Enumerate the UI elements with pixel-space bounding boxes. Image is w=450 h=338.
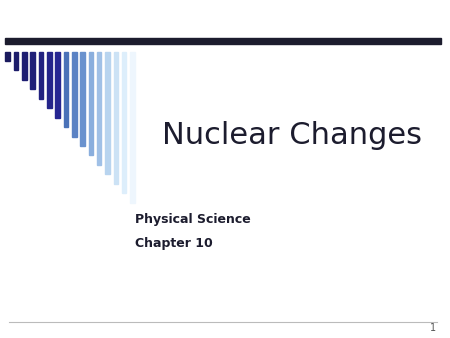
Bar bbox=[89, 52, 93, 155]
Bar bbox=[5, 52, 10, 61]
Bar bbox=[122, 52, 126, 193]
Bar bbox=[55, 52, 60, 118]
Bar bbox=[72, 52, 76, 137]
Bar bbox=[64, 52, 68, 127]
Bar bbox=[105, 52, 110, 174]
Bar bbox=[22, 52, 27, 80]
Bar bbox=[14, 52, 18, 70]
Bar bbox=[81, 52, 85, 146]
Text: 1: 1 bbox=[430, 323, 436, 333]
Bar bbox=[47, 52, 51, 108]
Bar bbox=[4, 38, 441, 44]
Bar bbox=[130, 52, 135, 203]
Text: Chapter 10: Chapter 10 bbox=[135, 237, 213, 250]
Text: Physical Science: Physical Science bbox=[135, 213, 251, 226]
Bar bbox=[113, 52, 118, 184]
Bar bbox=[30, 52, 35, 89]
Bar bbox=[97, 52, 101, 165]
Text: Nuclear Changes: Nuclear Changes bbox=[162, 121, 422, 150]
Bar bbox=[39, 52, 43, 99]
